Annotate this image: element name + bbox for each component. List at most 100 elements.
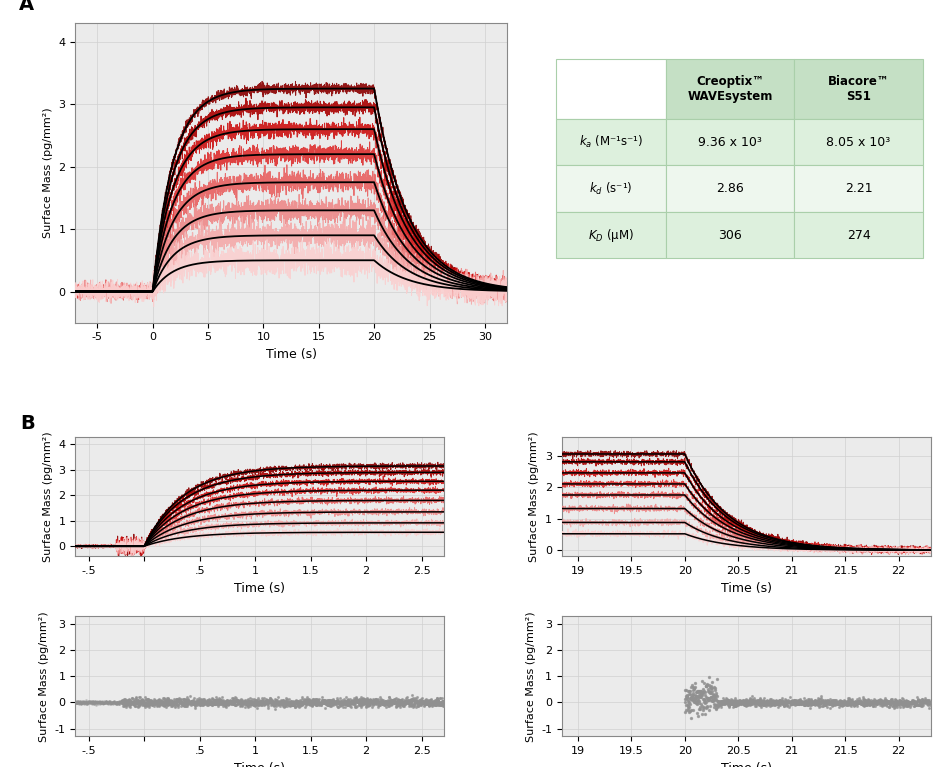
Point: [329, 692, 344, 704]
Point: [117, 696, 132, 708]
Point: [916, 696, 932, 709]
Point: [922, 696, 937, 708]
Point: [280, 696, 295, 708]
Point: [708, 690, 723, 702]
Point: [268, 694, 283, 706]
Point: [719, 696, 734, 709]
Point: [295, 698, 310, 710]
Point: [261, 695, 276, 707]
Point: [901, 697, 916, 709]
Point: [112, 696, 127, 709]
Point: [324, 699, 339, 711]
Point: [255, 694, 270, 706]
Point: [882, 698, 897, 710]
Point: [756, 697, 771, 709]
Point: [811, 696, 826, 708]
Point: [418, 693, 433, 706]
Point: [198, 695, 213, 707]
Point: [870, 695, 885, 707]
Point: [306, 696, 321, 709]
Point: [702, 681, 717, 693]
Point: [384, 695, 400, 707]
Point: [922, 699, 937, 711]
Point: [218, 696, 233, 709]
Point: [254, 697, 269, 709]
Point: [770, 696, 785, 708]
Point: [678, 693, 693, 705]
Point: [217, 696, 232, 708]
Point: [74, 696, 89, 708]
Point: [368, 697, 384, 709]
Point: [292, 698, 307, 710]
Point: [115, 696, 130, 708]
Point: [377, 697, 392, 709]
Point: [103, 696, 118, 709]
Point: [862, 694, 877, 706]
Point: [333, 692, 348, 704]
Point: [428, 696, 443, 708]
Point: [896, 696, 911, 708]
Point: [357, 695, 372, 707]
Point: [170, 693, 185, 706]
Point: [765, 698, 780, 710]
Point: [170, 693, 185, 705]
Point: [880, 696, 895, 708]
Point: [691, 690, 706, 703]
Point: [239, 696, 254, 709]
Point: [702, 693, 717, 705]
Point: [164, 700, 180, 713]
Point: [124, 696, 139, 709]
Point: [326, 693, 341, 706]
Point: [842, 699, 857, 711]
Point: [349, 696, 364, 708]
Point: [684, 689, 699, 701]
Point: [320, 695, 335, 707]
Point: [102, 696, 118, 709]
Point: [345, 696, 360, 708]
Point: [362, 694, 377, 706]
Point: [747, 700, 762, 712]
Point: [111, 696, 126, 708]
Point: [715, 696, 730, 708]
Point: [847, 699, 862, 711]
Point: [307, 696, 322, 709]
Point: [697, 676, 712, 689]
Point: [166, 696, 181, 709]
Point: [145, 699, 160, 711]
Point: [419, 695, 434, 707]
Point: [844, 693, 859, 706]
Point: [694, 698, 709, 710]
Point: [874, 700, 889, 712]
Point: [729, 697, 744, 709]
Point: [100, 696, 115, 709]
Point: [420, 696, 435, 709]
Point: [180, 695, 195, 707]
Point: [727, 695, 742, 707]
Point: [305, 697, 320, 709]
Point: [118, 693, 133, 706]
Point: [77, 696, 92, 709]
Point: [266, 696, 281, 708]
Point: [739, 697, 754, 709]
Point: [738, 700, 753, 713]
Point: [720, 693, 735, 706]
Point: [279, 697, 294, 709]
Point: [262, 694, 277, 706]
Point: [233, 695, 248, 707]
Point: [799, 700, 814, 712]
Point: [327, 696, 342, 709]
Point: [118, 694, 133, 706]
Point: [273, 700, 288, 713]
Point: [857, 696, 872, 708]
Point: [286, 697, 301, 709]
Point: [288, 696, 303, 709]
Point: [866, 700, 881, 713]
Point: [115, 694, 130, 706]
Point: [705, 695, 720, 707]
Point: [431, 696, 446, 709]
Point: [256, 696, 271, 709]
Point: [168, 698, 183, 710]
Point: [777, 693, 792, 706]
Point: [749, 696, 764, 709]
Point: [306, 693, 321, 706]
